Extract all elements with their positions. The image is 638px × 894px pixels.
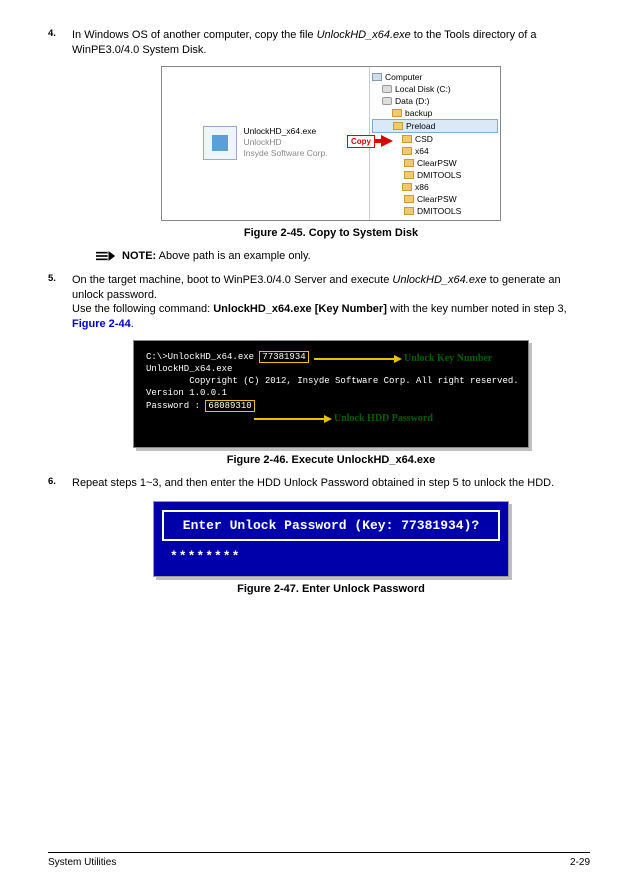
- tree-item-label: backup: [405, 108, 432, 118]
- tree-item-label: ClearPSW: [417, 158, 457, 168]
- tree-item: backup: [372, 107, 498, 119]
- note-icon: [96, 249, 116, 263]
- note-text: Above path is an example only.: [156, 250, 311, 262]
- folder-icon: [402, 135, 412, 143]
- figure-2-46: C:\>UnlockHD_x64.exe 77381934 UnlockHD_x…: [133, 340, 529, 448]
- page-footer: System Utilities 2-29: [48, 852, 590, 868]
- step-number: 4.: [48, 28, 56, 39]
- tree-item-label: x64: [415, 146, 429, 156]
- copy-arrow: Copy: [347, 135, 393, 148]
- figure-2-47-caption: Figure 2-47. Enter Unlock Password: [72, 583, 590, 595]
- terminal-output: C:\>UnlockHD_x64.exe 77381934 UnlockHD_x…: [133, 340, 529, 448]
- folder-icon: [404, 207, 414, 215]
- folder-icon: [372, 73, 382, 81]
- footer-section: System Utilities: [48, 857, 116, 868]
- tree-item-label: CSD: [415, 134, 433, 144]
- tree-item: x86: [372, 181, 498, 193]
- tree-item-label: Data (D:): [395, 96, 429, 106]
- tree-item-label: DMITOOLS: [417, 170, 461, 180]
- tree-item: Computer: [372, 71, 498, 83]
- tree-item-label: x86: [415, 182, 429, 192]
- tree-item: Local Disk (C:): [372, 83, 498, 95]
- tree-item-label: ClearPSW: [417, 194, 457, 204]
- folder-icon: [404, 195, 414, 203]
- bios-prompt-box: Enter Unlock Password (Key: 77381934)? *…: [153, 501, 509, 577]
- folder-icon: [382, 97, 392, 105]
- footer-page-number: 2-29: [570, 857, 590, 868]
- step-number: 6.: [48, 476, 56, 487]
- file-name: UnlockHD_x64.exe: [243, 126, 327, 137]
- figure-2-45-caption: Figure 2-45. Copy to System Disk: [72, 227, 590, 239]
- tree-item: ClearPSW: [372, 193, 498, 205]
- folder-icon: [382, 85, 392, 93]
- step-6-text: Repeat steps 1~3, and then enter the HDD…: [72, 476, 590, 491]
- exe-file-icon: [203, 126, 237, 160]
- password-box: 68089310: [205, 400, 254, 412]
- step-4-text: In Windows OS of another computer, copy …: [72, 28, 590, 58]
- annotation-key-number: Unlock Key Number: [404, 353, 492, 364]
- step-5: 5. On the target machine, boot to WinPE3…: [48, 273, 590, 466]
- figure-ref-link[interactable]: Figure 2-44: [72, 318, 131, 330]
- masked-password: ********: [162, 549, 500, 568]
- figure-2-46-caption: Figure 2-46. Execute UnlockHD_x64.exe: [72, 454, 590, 466]
- step-number: 5.: [48, 273, 56, 284]
- folder-icon: [404, 159, 414, 167]
- unlock-prompt: Enter Unlock Password (Key: 77381934)?: [162, 510, 500, 541]
- note-label: NOTE:: [122, 250, 156, 262]
- tree-item-label: Local Disk (C:): [395, 84, 451, 94]
- tree-item-label: Preload: [406, 121, 435, 131]
- folder-icon: [402, 147, 412, 155]
- figure-2-47: Enter Unlock Password (Key: 77381934)? *…: [153, 501, 509, 577]
- tree-item: Data (D:): [372, 95, 498, 107]
- step-5-text: On the target machine, boot to WinPE3.0/…: [72, 273, 590, 332]
- folder-icon: [392, 109, 402, 117]
- file-product: UnlockHD: [243, 137, 327, 148]
- tree-item: Preload: [372, 119, 498, 133]
- note: NOTE: Above path is an example only.: [96, 249, 590, 263]
- explorer-left-pane: UnlockHD_x64.exe UnlockHD Insyde Softwar…: [162, 67, 370, 220]
- tree-item: ClearPSW: [372, 157, 498, 169]
- step-4: 4. In Windows OS of another computer, co…: [48, 28, 590, 263]
- tree-item-label: Computer: [385, 72, 422, 82]
- annotation-hdd-password: Unlock HDD Password: [334, 413, 433, 424]
- tree-item: DMITOOLS: [372, 205, 498, 217]
- folder-icon: [404, 171, 414, 179]
- step-6: 6. Repeat steps 1~3, and then enter the …: [48, 476, 590, 595]
- folder-icon: [402, 183, 412, 191]
- figure-2-45: UnlockHD_x64.exe UnlockHD Insyde Softwar…: [161, 66, 501, 221]
- tree-item: DMITOOLS: [372, 169, 498, 181]
- key-number-box: 77381934: [259, 351, 308, 363]
- copy-label: Copy: [347, 135, 375, 148]
- tree-item-label: DMITOOLS: [417, 206, 461, 216]
- file-company: Insyde Software Corp.: [243, 148, 327, 159]
- folder-icon: [393, 122, 403, 130]
